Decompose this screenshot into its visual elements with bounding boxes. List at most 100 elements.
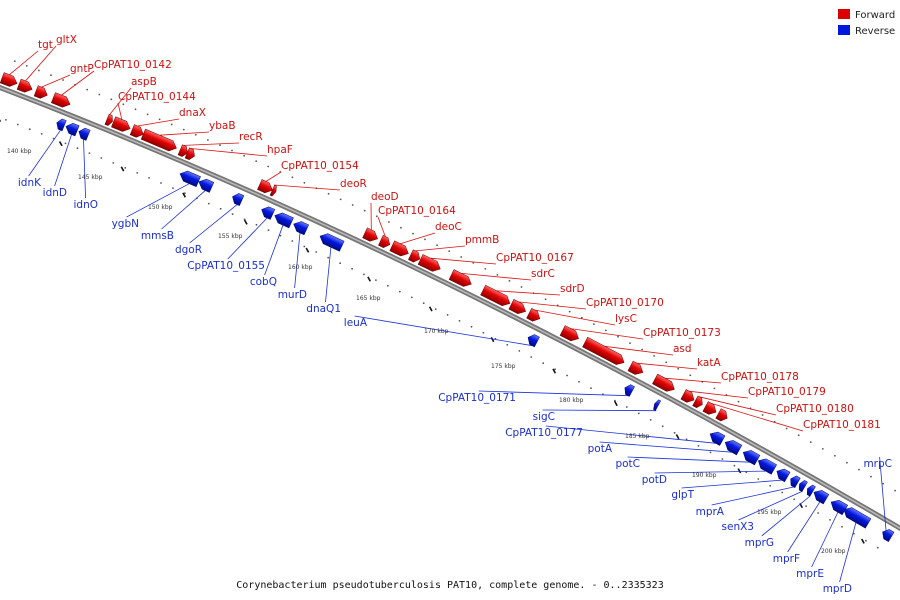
leader-kata xyxy=(636,362,698,370)
gene-label-deod: deoD xyxy=(371,191,399,203)
tick-dot xyxy=(50,74,52,77)
tick-dot xyxy=(219,207,222,210)
gene-arrow-cppat10-0154 xyxy=(257,179,273,194)
gene-label-sigc: sigC xyxy=(533,411,555,423)
kbp-tick-140-kbp: 140 kbp xyxy=(7,148,32,155)
gene-arrow-sdrd xyxy=(480,284,511,307)
tick-dot xyxy=(172,187,174,190)
tick-dot xyxy=(255,160,258,163)
gene-label-mpre: mprE xyxy=(796,568,824,580)
gene-arrow-dnaq1 xyxy=(319,233,345,252)
gene-arrow-tgt xyxy=(0,72,18,87)
tick-dot xyxy=(853,532,855,535)
kbp-tick-165-kbp: 165 kbp xyxy=(356,295,381,302)
tick-dot xyxy=(28,128,31,131)
tick-dot xyxy=(769,484,772,487)
kbp-tick-labels: 140 kbp 145 kbp 150 kbp 155 kbp 160 kbp 165 k… xyxy=(7,148,846,555)
leader-potd xyxy=(654,470,767,474)
tick-dot xyxy=(76,147,79,150)
tick-dot xyxy=(544,298,547,301)
tick-dot xyxy=(673,431,676,434)
leader-cppat10-0173 xyxy=(570,328,644,340)
tick-dot xyxy=(834,454,836,457)
gene-arrow-mprf xyxy=(813,490,830,505)
tick-dot xyxy=(761,414,764,416)
leader-sigc xyxy=(542,409,657,412)
gene-label-leua: leuA xyxy=(344,317,368,329)
legend-reverse-swatch xyxy=(838,25,850,35)
leader-deoc xyxy=(400,232,436,245)
leader-idno xyxy=(83,139,86,199)
tick-dot xyxy=(882,482,884,485)
tick-dot xyxy=(436,244,438,247)
gene-label-gltx: gltX xyxy=(56,34,77,46)
leader-mmsb xyxy=(161,190,206,230)
tick-dot xyxy=(653,355,655,357)
kbp-tick-160-kbp: 160 kbp xyxy=(288,264,313,271)
kbp-tick-155-kbp: 155 kbp xyxy=(218,233,243,240)
tick-dashes xyxy=(0,119,865,544)
gene-label-cppat10-0154: CpPAT10_0154 xyxy=(281,160,359,172)
gene-arrow-cppat10-0181 xyxy=(702,401,717,415)
tick-dash xyxy=(58,141,63,147)
leader-pmmb xyxy=(415,245,466,252)
kbp-tick-185-kbp: 185 kbp xyxy=(625,433,650,440)
gene-label-lysc: lysC xyxy=(615,313,637,325)
tick-dot xyxy=(520,286,523,288)
tick-dot xyxy=(605,329,607,332)
tick-dot xyxy=(781,491,784,494)
gene-label-potd: potD xyxy=(642,474,667,486)
gene-label-pota: potA xyxy=(588,443,613,455)
tick-dot xyxy=(590,387,592,389)
tick-dot xyxy=(448,250,451,253)
tick-dot xyxy=(112,162,115,164)
tick-dot xyxy=(148,177,151,179)
tick-dot xyxy=(387,284,389,287)
gene-arrow-deod xyxy=(362,227,378,242)
tick-dot xyxy=(38,69,40,72)
tick-dash xyxy=(860,538,865,544)
tick-dot xyxy=(894,489,896,492)
gene-label-cppat10-0180: CpPAT10_0180 xyxy=(776,403,854,415)
gene-label-ygbn: ygbN xyxy=(112,218,139,230)
gene-arrow-kata xyxy=(627,360,644,375)
tick-dot xyxy=(821,448,824,450)
tick-dot xyxy=(194,133,197,136)
leader-recr xyxy=(183,142,240,146)
kbp-tick-170-kbp: 170 kbp xyxy=(424,328,449,335)
legend: Forward Reverse xyxy=(838,9,895,37)
gene-label-senx3: senX3 xyxy=(722,521,754,533)
tick-dot xyxy=(434,308,437,310)
tick-dot xyxy=(617,335,619,338)
tick-dot xyxy=(745,471,748,474)
gene-label-cppat10-0171: CpPAT10_0171 xyxy=(438,392,516,404)
tick-dot xyxy=(484,268,487,270)
tick-dot xyxy=(110,98,113,101)
gene-arrow-potc xyxy=(742,450,761,466)
tick-dot xyxy=(375,279,377,281)
tick-dot xyxy=(625,406,628,408)
gene-arrow-senx3 xyxy=(798,480,808,493)
tick-dot xyxy=(422,302,425,305)
gene-arrow-cppat10-0167 xyxy=(417,254,441,272)
tick-dot xyxy=(219,144,221,147)
tick-dot xyxy=(518,350,521,352)
tick-dot xyxy=(841,525,843,528)
gene-arrow-cppat10-0180 xyxy=(692,395,703,409)
gene-label-mprd: mprD xyxy=(823,583,852,595)
gene-arrow-murd xyxy=(293,221,309,236)
gene-arrow-idno xyxy=(78,127,91,141)
tick-dot xyxy=(303,181,306,184)
tick-dot xyxy=(496,274,499,276)
tick-dot xyxy=(267,165,270,168)
leader-ygbn xyxy=(126,183,190,218)
kbp-tick-195-kbp: 195 kbp xyxy=(757,509,782,516)
tick-dot xyxy=(88,152,91,155)
gene-arrow-cppat10-0170 xyxy=(508,299,526,314)
gene-arrow-ybab xyxy=(140,128,177,152)
tick-dot xyxy=(40,133,43,135)
tick-dot xyxy=(460,256,463,258)
tick-dot xyxy=(327,192,330,195)
tick-dot xyxy=(829,519,831,521)
gene-label-gntp: gntP xyxy=(70,63,94,75)
